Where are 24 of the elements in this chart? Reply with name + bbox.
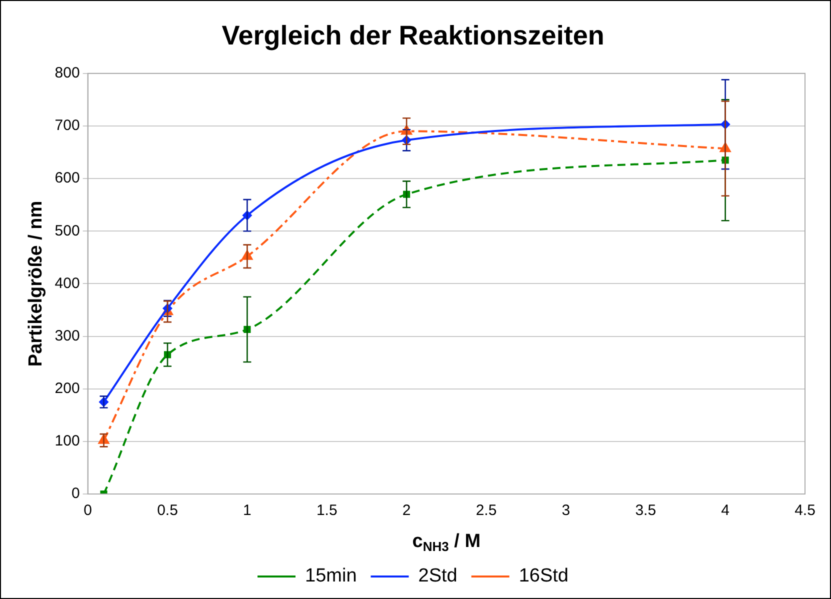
legend-label: 2Std: [418, 566, 458, 587]
chart-title: Vergleich der Reaktionszeiten: [222, 20, 604, 51]
y-tick-label: 0: [71, 485, 80, 502]
legend-label: 15min: [305, 566, 357, 587]
y-tick-label: 200: [54, 380, 80, 397]
y-tick-label: 100: [54, 432, 80, 450]
y-axis-title: Partikelgröße / nm: [26, 200, 47, 367]
x-tick-label: 3.5: [635, 502, 656, 520]
x-tick-label: 0.5: [157, 502, 178, 520]
x-tick-label: 1: [243, 502, 252, 520]
x-tick-label: 0: [84, 502, 92, 520]
x-tick-label: 3: [562, 502, 570, 520]
y-tick-label: 300: [54, 327, 80, 344]
x-tick-label: 1.5: [316, 502, 338, 520]
x-tick-label: 4.5: [794, 502, 816, 520]
x-tick-label: 2: [402, 502, 411, 520]
x-tick-label: 4: [721, 502, 730, 520]
y-tick-label: 700: [54, 117, 80, 134]
y-tick-label: 800: [54, 64, 80, 82]
y-tick-label: 500: [54, 222, 80, 240]
legend-label: 16Std: [518, 566, 568, 587]
y-tick-label: 600: [54, 170, 80, 187]
y-tick-label: 400: [54, 274, 80, 292]
x-tick-label: 2.5: [476, 502, 497, 520]
